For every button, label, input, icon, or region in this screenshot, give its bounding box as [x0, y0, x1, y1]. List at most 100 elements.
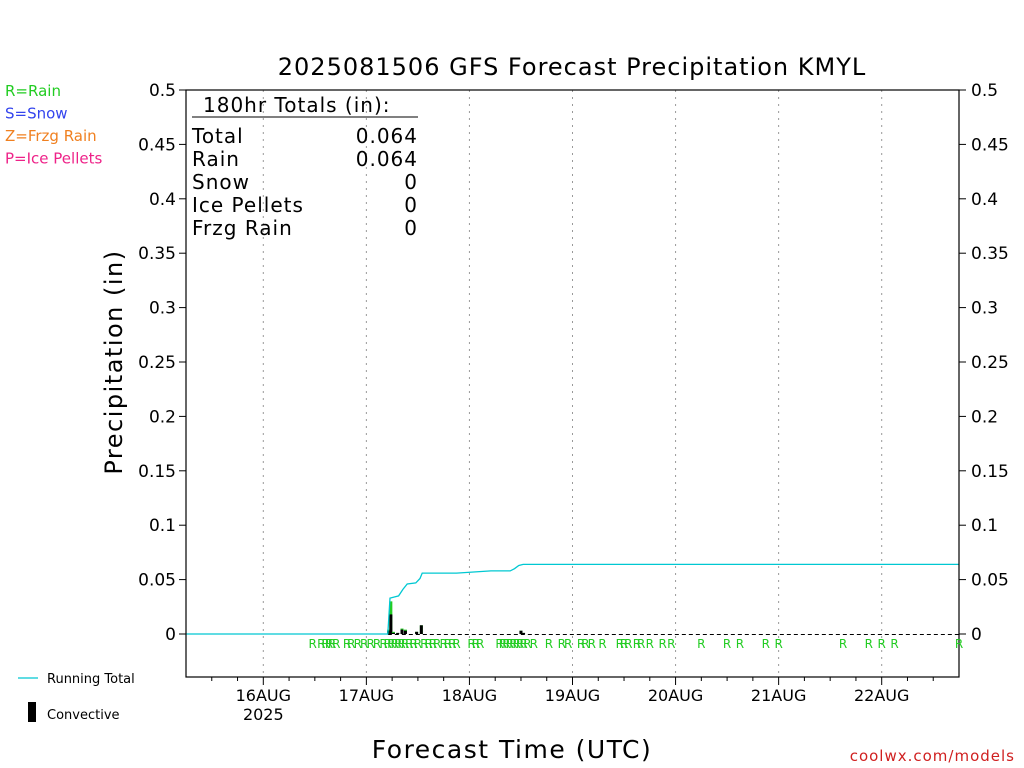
ptype-mark: R — [878, 637, 886, 651]
ptype-mark: R — [577, 637, 585, 651]
ptype-mark: R — [472, 637, 480, 651]
ptype-mark: R — [328, 637, 336, 651]
x-tick-label: 20AUG — [648, 686, 703, 705]
ptype-mark: R — [509, 637, 517, 651]
ptype-mark: R — [321, 637, 329, 651]
y-tick-label-left: 0.35 — [138, 244, 176, 264]
ptype-mark: R — [865, 637, 873, 651]
ptype-mark: R — [444, 637, 452, 651]
y-tick-label-left: 0.1 — [149, 516, 176, 536]
y-tick-label-left: 0.2 — [149, 407, 176, 427]
y-tick-label-left: 0 — [165, 625, 176, 645]
ptype-mark: R — [513, 637, 521, 651]
ptype-mark: R — [637, 637, 645, 651]
totals-row-label: Ice Pellets — [192, 193, 304, 217]
ptype-legend-item: P=Ice Pellets — [5, 150, 102, 168]
ptype-mark: R — [360, 637, 368, 651]
ptype-legend-item: R=Rain — [5, 82, 61, 100]
y-tick-label-right: 0.3 — [971, 299, 998, 319]
totals-row-value: 0.064 — [356, 147, 418, 171]
totals-row-label: Total — [191, 124, 244, 148]
ptype-mark: R — [581, 637, 589, 651]
totals-row-label: Snow — [192, 170, 250, 194]
totals-box: 180hr Totals (in): Total 0.064 Rain 0.064 Sno… — [191, 93, 418, 240]
grid-lines — [262, 90, 959, 677]
ptype-mark: R — [332, 637, 340, 651]
ptype-mark: R — [774, 637, 782, 651]
ptype-mark: R — [405, 637, 413, 651]
ptype-mark: R — [598, 637, 606, 651]
y-tick-label-left: 0.05 — [138, 571, 176, 591]
y-tick-label-left: 0.25 — [138, 353, 176, 373]
running-total-series — [186, 563, 959, 635]
x-tick-label: 17AUG — [339, 686, 394, 705]
y-tick-label-right: 0.2 — [971, 407, 998, 427]
y-tick-label-right: 0.4 — [971, 190, 998, 210]
convective-bar — [519, 630, 523, 634]
running-total-legend-label: Running Total — [47, 672, 135, 687]
totals-row-value: 0 — [404, 216, 418, 240]
ptype-mark: R — [448, 637, 456, 651]
ptype-mark: R — [697, 637, 705, 651]
ptype-mark: R — [659, 637, 667, 651]
ptype-mark: R — [401, 637, 409, 651]
ptype-mark: R — [646, 637, 654, 651]
convective-bar — [400, 629, 404, 634]
ptype-mark: R — [667, 637, 675, 651]
ptype-mark: R — [354, 637, 362, 651]
y-tick-label-right: 0.1 — [971, 516, 998, 536]
ptype-mark: R — [588, 637, 596, 651]
ptype-mark: R — [397, 637, 405, 651]
totals-row-label: Frzg Rain — [192, 216, 293, 240]
ptype-mark: R — [325, 637, 333, 651]
ptype-mark: R — [429, 637, 437, 651]
ptype-legend-item: S=Snow — [5, 105, 68, 123]
ptype-mark: R — [519, 637, 527, 651]
ptype-mark: R — [439, 637, 447, 651]
ptype-mark: R — [523, 637, 531, 651]
ptype-mark: R — [506, 637, 514, 651]
ptype-mark: R — [890, 637, 898, 651]
ptype-mark: R — [384, 637, 392, 651]
convective-legend-label: Convective — [47, 708, 120, 723]
ptype-mark: R — [616, 637, 624, 651]
ptype-mark: R — [839, 637, 847, 651]
convective-bar — [387, 630, 391, 634]
chart-text: 2025081506 GFS Forecast Precipitation KM… — [5, 53, 1015, 765]
ptype-mark: R — [955, 637, 963, 651]
ptype-mark: R — [394, 637, 402, 651]
convective-legend-swatch — [28, 702, 36, 722]
y-tick-label-right: 0 — [971, 625, 982, 645]
ptype-mark: R — [420, 637, 428, 651]
y-tick-label-left: 0.5 — [149, 81, 176, 101]
credit-text: coolwx.com/models — [850, 747, 1015, 765]
ptype-mark: R — [414, 637, 422, 651]
y-tick-label-right: 0.5 — [971, 81, 998, 101]
convective-bar — [396, 632, 400, 634]
y-tick-label-left: 0.3 — [149, 299, 176, 319]
ptype-legend-item: Z=Frzg Rain — [5, 127, 97, 145]
ptype-mark: R — [516, 637, 524, 651]
chart-title: 2025081506 GFS Forecast Precipitation KM… — [278, 53, 866, 81]
x-tick-label: 18AUG — [442, 686, 497, 705]
ptype-mark: R — [373, 637, 381, 651]
totals-row-value: 0 — [404, 170, 418, 194]
convective-bar — [391, 632, 395, 634]
ptype-mark: R — [499, 637, 507, 651]
ptype-mark: R — [379, 637, 387, 651]
running-total-line — [186, 563, 959, 635]
convective-bar — [522, 632, 526, 634]
x-tick-label: 22AUG — [854, 686, 909, 705]
ptype-mark: R — [476, 637, 484, 651]
ptype-mark: R — [317, 637, 325, 651]
convective-bar — [403, 630, 407, 634]
ptype-mark: R — [723, 637, 731, 651]
ptype-mark: R — [366, 637, 374, 651]
ptype-mark: R — [736, 637, 744, 651]
x-tick-label: 21AUG — [751, 686, 806, 705]
y-tick-label-right: 0.35 — [971, 244, 1009, 264]
ptype-mark: R — [530, 637, 538, 651]
y-tick-label-right: 0.45 — [971, 135, 1009, 155]
ptype-mark: R — [564, 637, 572, 651]
